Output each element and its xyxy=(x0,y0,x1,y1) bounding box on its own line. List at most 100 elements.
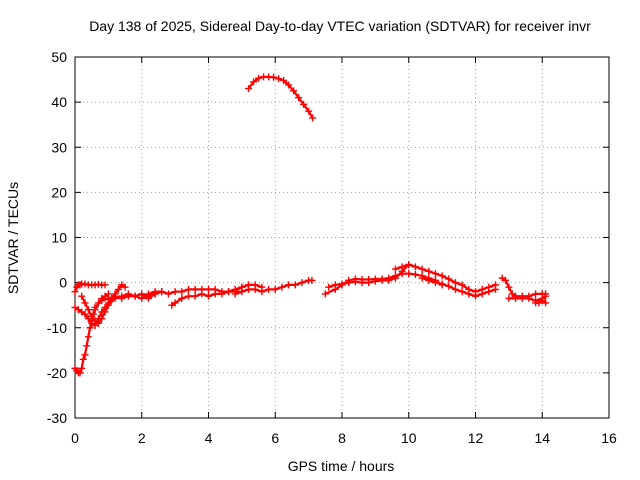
data-point xyxy=(191,285,199,293)
data-point xyxy=(81,299,89,307)
data-point xyxy=(198,290,206,298)
data-point xyxy=(78,364,86,372)
series-line xyxy=(247,75,314,120)
y-tick-label: -20 xyxy=(47,365,67,381)
data-point xyxy=(542,299,550,307)
data-point xyxy=(425,276,433,284)
data-point xyxy=(398,263,406,271)
data-point xyxy=(81,310,89,318)
data-point xyxy=(101,308,109,316)
data-point xyxy=(78,292,86,300)
data-point xyxy=(278,283,286,291)
data-point xyxy=(291,281,299,289)
data-point xyxy=(76,369,84,377)
series-line xyxy=(73,283,127,327)
data-point xyxy=(458,281,466,289)
series-arc-9 xyxy=(245,73,317,122)
data-point xyxy=(295,94,303,102)
data-point xyxy=(431,270,439,278)
data-point xyxy=(270,73,278,81)
data-point xyxy=(445,282,453,290)
data-point xyxy=(391,265,399,273)
series-arc-8 xyxy=(231,276,316,298)
y-tick-label: 10 xyxy=(51,230,67,246)
data-point xyxy=(144,292,152,300)
data-point xyxy=(98,297,106,305)
data-point xyxy=(308,276,316,284)
data-point xyxy=(505,294,513,302)
data-point xyxy=(184,292,192,300)
data-point xyxy=(391,274,399,282)
data-series xyxy=(71,73,550,377)
data-point xyxy=(411,263,419,271)
data-point xyxy=(458,288,466,296)
data-point xyxy=(405,270,413,278)
x-axis-label: GPS time / hours xyxy=(288,458,395,474)
series-arc-7 xyxy=(168,281,266,309)
data-point xyxy=(131,292,139,300)
y-tick-label: -10 xyxy=(47,320,67,336)
series-arc-13 xyxy=(418,274,500,300)
series-line xyxy=(394,263,497,293)
chart-title: Day 138 of 2025, Sidereal Day-to-day VTE… xyxy=(89,18,591,34)
data-point xyxy=(338,280,346,288)
data-point xyxy=(371,277,379,285)
data-point xyxy=(300,100,308,108)
data-point xyxy=(81,280,89,288)
series-arc-16 xyxy=(532,297,550,307)
data-point xyxy=(205,292,212,300)
x-tick-label: 16 xyxy=(601,430,617,446)
data-point xyxy=(518,294,526,302)
data-point xyxy=(280,76,288,84)
data-point xyxy=(492,285,500,293)
data-point xyxy=(321,290,329,298)
data-point xyxy=(331,281,339,289)
data-point xyxy=(121,283,129,291)
plot-frame xyxy=(74,56,610,419)
y-tick-label: -30 xyxy=(47,410,67,426)
data-point xyxy=(411,271,419,279)
data-point xyxy=(345,279,353,287)
data-point xyxy=(98,315,106,323)
gridlines xyxy=(75,57,609,418)
data-point xyxy=(245,85,253,93)
y-axis-label: SDTVAR / TECUs xyxy=(5,182,21,294)
data-point xyxy=(465,290,473,298)
data-point xyxy=(178,288,186,296)
data-point xyxy=(245,285,253,293)
data-point xyxy=(378,276,386,284)
data-point xyxy=(512,294,520,302)
data-point xyxy=(178,294,186,302)
data-point xyxy=(171,288,179,296)
data-point xyxy=(88,312,96,320)
data-point xyxy=(81,351,89,359)
data-point xyxy=(104,301,112,309)
data-point xyxy=(425,267,433,275)
data-point xyxy=(114,285,122,293)
data-point xyxy=(271,285,279,293)
y-tick-label: 0 xyxy=(59,275,67,291)
data-point xyxy=(83,342,91,350)
data-point xyxy=(325,283,333,291)
data-point xyxy=(84,333,92,341)
data-point xyxy=(298,279,306,287)
data-point xyxy=(305,107,313,115)
y-tick-label: 30 xyxy=(51,139,67,155)
data-point xyxy=(309,114,317,122)
x-tick-label: 6 xyxy=(271,430,279,446)
data-point xyxy=(525,294,533,302)
data-point xyxy=(218,290,226,298)
data-point xyxy=(231,290,239,298)
data-point xyxy=(86,324,94,332)
data-point xyxy=(275,75,283,83)
x-tick-label: 10 xyxy=(401,430,417,446)
data-point xyxy=(84,306,92,314)
series-arc-1 xyxy=(71,280,109,296)
data-point xyxy=(91,303,99,311)
data-point xyxy=(225,288,233,296)
x-axis-tick-labels: 0 2 4 6 8 10 12 14 16 xyxy=(71,430,617,446)
data-point xyxy=(205,285,212,293)
data-point xyxy=(238,288,246,296)
data-point xyxy=(138,294,146,302)
